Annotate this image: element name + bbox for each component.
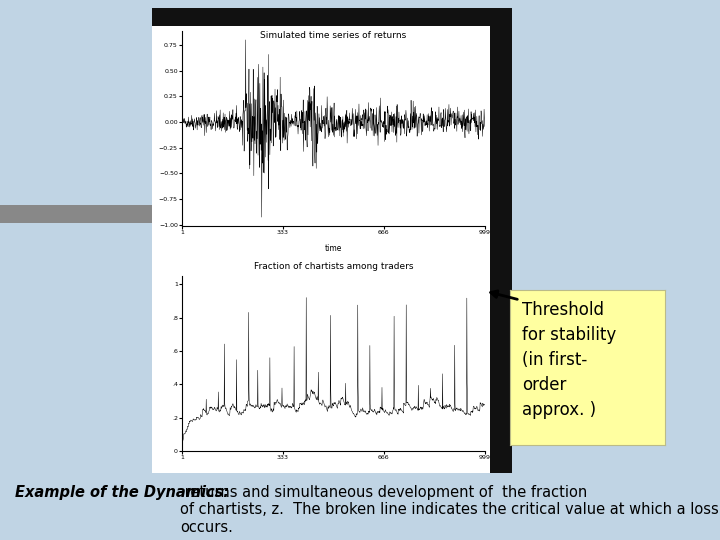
Text: Threshold
for stability
(in first-
order
approx. ): Threshold for stability (in first- order… [523, 301, 616, 419]
Text: Fraction of chartists among traders: Fraction of chartists among traders [253, 262, 413, 271]
Text: returns and simultaneous development of  the fraction
of chartists, z.  The brok: returns and simultaneous development of … [180, 485, 720, 535]
Text: Example of the Dynamics:: Example of the Dynamics: [15, 485, 229, 500]
Text: time: time [325, 244, 342, 253]
Text: Simulated time series of returns: Simulated time series of returns [261, 31, 407, 40]
